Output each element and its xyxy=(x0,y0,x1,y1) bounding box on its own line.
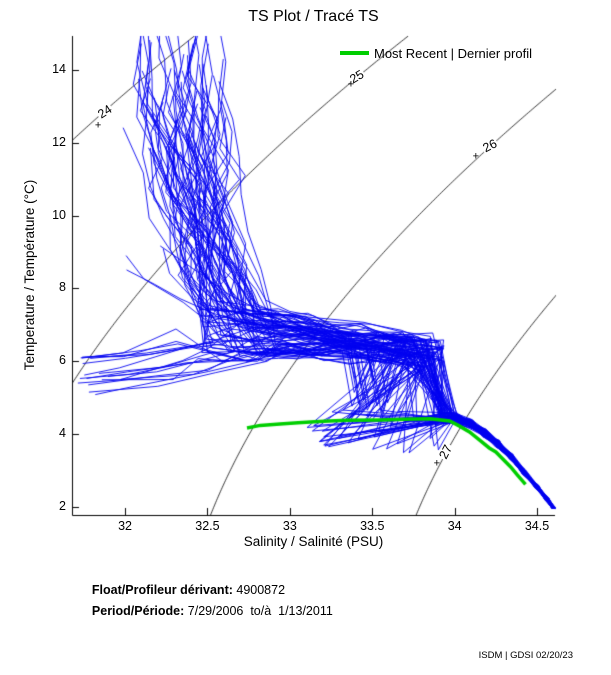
x-tick-label: 32 xyxy=(118,519,132,533)
legend-line-swatch xyxy=(340,51,369,55)
y-tick-label: 14 xyxy=(52,61,66,76)
isopycnal-marker-27: + xyxy=(433,457,441,470)
legend-label: Most Recent | Dernier profil xyxy=(374,46,532,61)
x-tick-label: 32.5 xyxy=(195,519,220,533)
isopycnal-marker-24: + xyxy=(94,119,102,132)
y-tick-label: 10 xyxy=(52,207,66,222)
x-axis-label: Salinity / Salinité (PSU) xyxy=(243,534,384,549)
y-tick-label: 2 xyxy=(59,498,66,513)
isopycnal-marker-25: + xyxy=(347,78,355,91)
isopycnal-marker-26: + xyxy=(472,150,480,163)
y-tick-label: 6 xyxy=(59,353,66,368)
x-tick-label: 33.5 xyxy=(360,519,385,533)
y-tick-label: 8 xyxy=(59,280,66,295)
x-tick-label: 33 xyxy=(282,519,297,533)
float-id-line: Float/Profileur dérivant: 4900872 xyxy=(78,569,285,611)
x-tick-label: 34 xyxy=(447,519,462,533)
y-tick-label: 4 xyxy=(59,426,66,441)
plot-title: TS Plot / Tracé TS xyxy=(248,8,379,25)
watermark: ISDM | GDSI 02/20/23 xyxy=(478,650,573,661)
x-tick-label: 34.5 xyxy=(524,519,550,533)
period-line: Period/Période: 7/29/2006 to/à 1/13/2011 xyxy=(78,590,333,632)
y-axis-label: Temperature / Température (°C) xyxy=(22,179,37,371)
period-label: Period/Période: xyxy=(91,604,185,618)
float-id-value: 4900872 xyxy=(232,583,286,597)
float-id-label: Float/Profileur dérivant: xyxy=(91,583,233,597)
y-tick-label: 12 xyxy=(52,134,66,149)
period-value: 7/29/2006 to/à 1/13/2011 xyxy=(184,604,333,618)
